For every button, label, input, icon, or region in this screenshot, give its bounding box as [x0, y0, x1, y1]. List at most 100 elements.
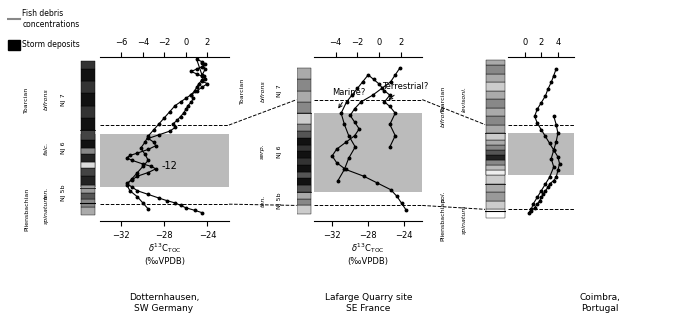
Bar: [297, 113, 311, 125]
Text: bifrons: bifrons: [260, 80, 265, 101]
Bar: [81, 69, 95, 81]
Bar: [81, 148, 95, 154]
Bar: [486, 192, 505, 201]
Bar: [81, 61, 95, 69]
Bar: [81, 168, 95, 176]
Text: 20: 20: [523, 181, 532, 187]
Bar: [313, 182, 321, 186]
Bar: [486, 133, 505, 140]
Text: falc.: falc.: [44, 142, 49, 155]
Text: NJ 5b: NJ 5b: [277, 193, 282, 209]
X-axis label: $\delta^{13}$C$_{\rm TOC}$
(‰VPDB): $\delta^{13}$C$_{\rm TOC}$ (‰VPDB): [348, 241, 389, 266]
Bar: [313, 142, 321, 145]
Bar: [81, 176, 95, 185]
Text: NJ 7: NJ 7: [277, 84, 282, 97]
Bar: [297, 179, 311, 185]
Text: -12: -12: [162, 161, 178, 171]
Bar: [80, 134, 96, 187]
Bar: [313, 155, 321, 159]
X-axis label: $\delta^{13}$C$_{\rm TOC}$
(‰VPDB): $\delta^{13}$C$_{\rm TOC}$ (‰VPDB): [144, 241, 185, 266]
Bar: [486, 99, 505, 108]
Text: NJ 5b: NJ 5b: [61, 185, 66, 202]
Bar: [486, 160, 505, 165]
Text: 40: 40: [523, 147, 532, 153]
Bar: [313, 149, 321, 152]
Bar: [485, 133, 506, 175]
Text: 0: 0: [325, 211, 329, 217]
Bar: [81, 130, 95, 140]
Text: 5: 5: [108, 151, 112, 157]
Bar: [297, 158, 311, 165]
Bar: [297, 192, 311, 199]
Text: NJ 6: NJ 6: [61, 142, 66, 155]
Bar: [81, 207, 95, 215]
Bar: [313, 175, 321, 179]
Bar: [486, 175, 505, 184]
Bar: [297, 91, 311, 102]
Bar: [486, 201, 505, 209]
Text: bifrons: bifrons: [44, 88, 49, 110]
Bar: [486, 91, 505, 99]
Text: Pliensbachian: Pliensbachian: [440, 198, 446, 241]
Bar: [297, 185, 311, 192]
Bar: [81, 161, 95, 168]
Text: Toarcian: Toarcian: [24, 86, 29, 112]
Text: Lafarge Quarry site
SE France: Lafarge Quarry site SE France: [325, 294, 413, 313]
Text: 0: 0: [108, 212, 112, 218]
Bar: [486, 165, 505, 170]
Bar: [486, 184, 505, 192]
Bar: [297, 205, 311, 215]
Bar: [81, 118, 95, 130]
Bar: [486, 108, 505, 116]
Bar: [486, 155, 505, 160]
Bar: [486, 125, 505, 133]
Bar: [81, 199, 95, 207]
Text: Toarcian: Toarcian: [440, 86, 446, 112]
Text: Marine?: Marine?: [332, 88, 366, 108]
Bar: [313, 162, 321, 166]
Bar: [486, 140, 505, 145]
Text: Coimbra,
Portugal: Coimbra, Portugal: [580, 294, 621, 313]
Bar: [297, 199, 311, 205]
Bar: [81, 193, 95, 199]
Bar: [297, 145, 311, 151]
Bar: [486, 74, 505, 82]
Bar: [81, 185, 95, 193]
Bar: [81, 154, 95, 161]
Text: levisoni.: levisoni.: [461, 86, 467, 112]
Text: Storm deposits: Storm deposits: [22, 40, 80, 49]
Bar: [297, 131, 311, 138]
Bar: [486, 145, 505, 150]
Bar: [313, 169, 321, 172]
Bar: [313, 189, 321, 193]
Text: 0: 0: [523, 215, 527, 221]
Text: 5: 5: [325, 99, 329, 105]
Bar: [81, 94, 95, 106]
Bar: [486, 60, 505, 65]
Bar: [508, 133, 574, 175]
Text: 60: 60: [523, 113, 532, 119]
Text: Terrestrial?: Terrestrial?: [382, 82, 428, 100]
Text: 10: 10: [108, 90, 117, 96]
Text: ten.: ten.: [260, 195, 265, 207]
Bar: [297, 79, 311, 91]
Bar: [8, 40, 20, 50]
Text: NJ 7: NJ 7: [61, 93, 66, 106]
Bar: [486, 150, 505, 155]
Bar: [100, 134, 229, 187]
Text: Toarcian: Toarcian: [240, 77, 246, 104]
Text: Dotternhausen,
SW Germany: Dotternhausen, SW Germany: [129, 294, 199, 313]
Text: NJ 6: NJ 6: [277, 145, 282, 158]
Bar: [297, 138, 311, 145]
Bar: [81, 81, 95, 94]
Bar: [81, 106, 95, 118]
Bar: [297, 165, 311, 172]
Text: bifrons: bifrons: [440, 105, 446, 127]
Text: Pliensbachian: Pliensbachian: [24, 187, 29, 231]
Text: serp.: serp.: [260, 143, 265, 159]
Bar: [486, 170, 505, 175]
Text: spinatum: spinatum: [461, 205, 467, 234]
Text: ten.: ten.: [44, 187, 49, 199]
Text: pol.: pol.: [440, 192, 446, 203]
Text: 80: 80: [523, 79, 532, 85]
